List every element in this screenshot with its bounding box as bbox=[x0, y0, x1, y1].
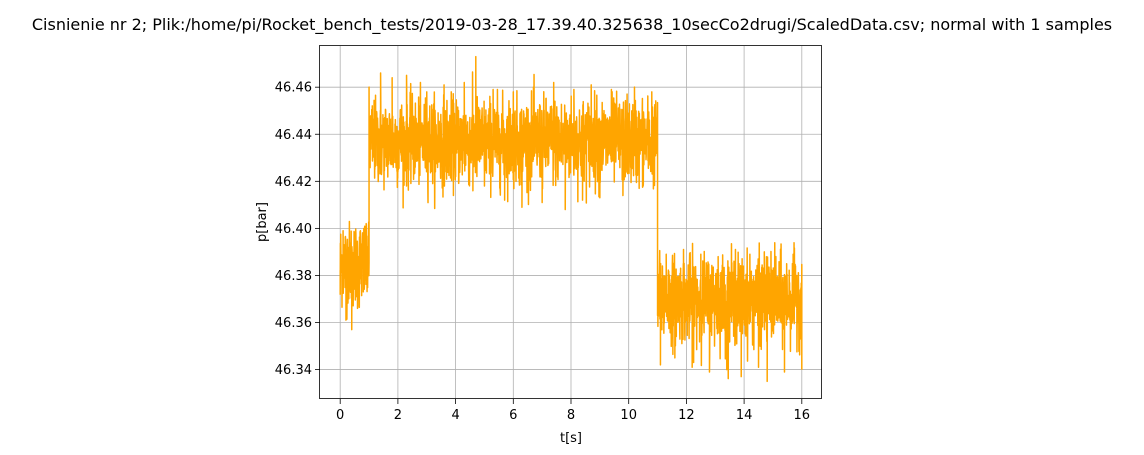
x-tick-label: 0 bbox=[336, 408, 344, 423]
plot-frame bbox=[319, 45, 822, 399]
x-tick-label: 4 bbox=[451, 408, 459, 423]
y-tick-label: 46.44 bbox=[275, 128, 312, 143]
x-tick-label: 2 bbox=[394, 408, 402, 423]
y-tick-label: 46.38 bbox=[275, 269, 312, 284]
x-tick-label: 16 bbox=[794, 408, 811, 423]
series-line-0 bbox=[339, 55, 803, 383]
y-axis-label: p[bar] bbox=[255, 202, 270, 242]
y-tick-label: 46.40 bbox=[275, 222, 312, 237]
x-tick-label: 8 bbox=[567, 408, 575, 423]
y-tick-label: 46.34 bbox=[275, 363, 312, 378]
y-tick-label: 46.36 bbox=[275, 316, 312, 331]
x-axis-label: t[s] bbox=[560, 431, 582, 446]
x-tick-label: 10 bbox=[620, 408, 637, 423]
y-tick-label: 46.42 bbox=[275, 175, 312, 190]
x-axis: 0 2 4 6 8 10 12 14 16 bbox=[336, 399, 810, 423]
data-layer bbox=[339, 55, 803, 383]
chart-title: Cisnienie nr 2; Plik:/home/pi/Rocket_ben… bbox=[32, 15, 1112, 35]
y-tick-label: 46.46 bbox=[275, 81, 312, 96]
x-tick-label: 12 bbox=[678, 408, 695, 423]
x-tick-label: 6 bbox=[509, 408, 517, 423]
y-axis: 46.34 46.36 46.38 46.40 46.42 46.44 46.46 bbox=[275, 81, 320, 378]
x-tick-label: 14 bbox=[736, 408, 753, 423]
